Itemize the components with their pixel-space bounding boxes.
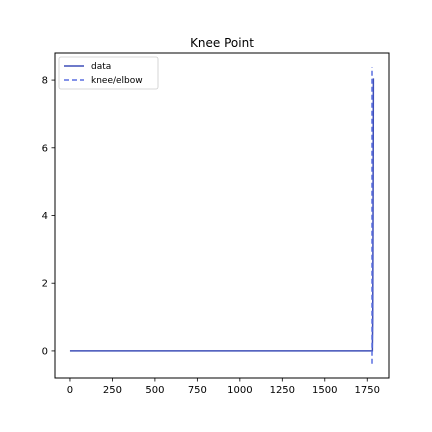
chart-title: Knee Point xyxy=(190,36,254,50)
x-axis: 0 250 500 750 1000 1250 1500 1750 xyxy=(67,378,380,396)
x-tick-label: 1500 xyxy=(312,385,337,396)
x-tick-label: 750 xyxy=(188,385,207,396)
x-tick-label: 0 xyxy=(67,385,73,396)
x-tick-label: 1000 xyxy=(227,385,252,396)
legend: data knee/elbow xyxy=(58,56,159,90)
y-tick-label: 6 xyxy=(42,143,48,154)
legend-label-1: knee/elbow xyxy=(91,76,143,86)
y-tick-label: 0 xyxy=(42,346,48,357)
plot-area xyxy=(55,53,389,378)
y-tick-label: 8 xyxy=(42,76,48,87)
y-tick-label: 4 xyxy=(42,211,48,222)
x-tick-label: 250 xyxy=(103,385,122,396)
y-axis: 0 2 4 6 8 xyxy=(42,76,55,357)
series-layer xyxy=(69,67,375,364)
legend-box xyxy=(58,56,159,90)
x-tick-label: 500 xyxy=(145,385,164,396)
y-tick-label: 2 xyxy=(42,279,48,290)
legend-label-0: data xyxy=(91,62,111,72)
x-tick-label: 1750 xyxy=(355,385,380,396)
x-tick-label: 1250 xyxy=(270,385,295,396)
